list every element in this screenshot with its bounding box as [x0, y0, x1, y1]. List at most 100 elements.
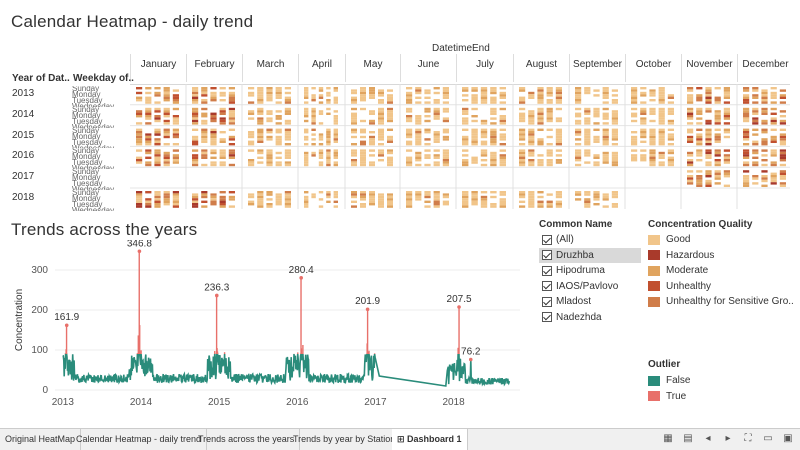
heatmap-cell[interactable]	[387, 205, 393, 208]
heatmap-cell[interactable]	[318, 151, 324, 155]
heatmap-cell[interactable]	[575, 193, 582, 196]
heatmap-cell[interactable]	[687, 175, 694, 178]
heatmap-cell[interactable]	[705, 143, 712, 146]
heatmap-cell[interactable]	[351, 128, 357, 131]
heatmap-cell[interactable]	[369, 161, 375, 164]
heatmap-cell[interactable]	[219, 117, 226, 120]
heatmap-cell[interactable]	[687, 140, 694, 143]
heatmap-cell[interactable]	[499, 94, 506, 97]
heatmap-cell[interactable]	[779, 172, 786, 175]
heatmap-cell[interactable]	[154, 131, 161, 134]
heatmap-cell[interactable]	[326, 131, 331, 134]
heatmap-cell[interactable]	[369, 203, 375, 206]
heatmap-cell[interactable]	[304, 87, 309, 90]
heatmap-cell[interactable]	[658, 161, 665, 164]
heatmap-cell[interactable]	[490, 117, 497, 120]
heatmap-cell[interactable]	[326, 107, 331, 111]
heatmap-cell[interactable]	[145, 101, 152, 104]
heatmap-cell[interactable]	[333, 89, 338, 92]
heatmap-cell[interactable]	[248, 163, 255, 167]
heatmap-cell[interactable]	[743, 154, 750, 157]
heatmap-cell[interactable]	[442, 156, 449, 159]
heatmap-cell[interactable]	[537, 101, 544, 104]
heatmap-cell[interactable]	[378, 117, 384, 120]
heatmap-cell[interactable]	[537, 115, 544, 118]
heatmap-cell[interactable]	[136, 191, 143, 194]
heatmap-cell[interactable]	[584, 131, 591, 134]
heatmap-cell[interactable]	[649, 159, 656, 162]
heatmap-cell[interactable]	[687, 138, 694, 141]
heatmap-cell[interactable]	[248, 140, 255, 143]
heatmap-cell[interactable]	[192, 159, 199, 162]
heatmap-cell[interactable]	[201, 133, 208, 136]
heatmap-cell[interactable]	[210, 87, 217, 90]
heatmap-cell[interactable]	[462, 117, 469, 120]
heatmap-cell[interactable]	[555, 133, 562, 136]
heatmap-cell[interactable]	[406, 191, 413, 194]
heatmap-cell[interactable]	[658, 96, 665, 99]
heatmap-cell[interactable]	[546, 107, 553, 111]
heatmap-cell[interactable]	[714, 119, 721, 123]
heatmap-cell[interactable]	[145, 133, 152, 136]
heatmap-cell[interactable]	[304, 161, 309, 164]
year-label-2015[interactable]: 2015	[12, 129, 35, 141]
heatmap-cell[interactable]	[537, 191, 544, 194]
heatmap-cell[interactable]	[631, 154, 638, 157]
heatmap-cell[interactable]	[145, 143, 152, 146]
heatmap-cell[interactable]	[575, 87, 582, 90]
heatmap-cell[interactable]	[779, 133, 786, 136]
heatmap-cell[interactable]	[471, 195, 478, 199]
heatmap-cell[interactable]	[528, 200, 535, 203]
heatmap-cell[interactable]	[387, 115, 393, 118]
heatmap-cell[interactable]	[631, 101, 638, 104]
heatmap-cell[interactable]	[163, 163, 170, 167]
heatmap-cell[interactable]	[311, 107, 316, 111]
heatmap-cell[interactable]	[326, 140, 331, 143]
heatmap-cell[interactable]	[145, 161, 152, 164]
heatmap-cell[interactable]	[631, 91, 638, 95]
heatmap-cell[interactable]	[471, 107, 478, 111]
heatmap-cell[interactable]	[770, 179, 777, 183]
heatmap-cell[interactable]	[770, 140, 777, 143]
heatmap-cell[interactable]	[424, 91, 431, 95]
heatmap-cell[interactable]	[378, 195, 384, 199]
heatmap-cell[interactable]	[210, 96, 217, 99]
heatmap-cell[interactable]	[602, 133, 609, 136]
checkbox-checked-icon[interactable]	[542, 296, 552, 307]
heatmap-cell[interactable]	[770, 161, 777, 164]
heatmap-cell[interactable]	[687, 110, 694, 113]
heatmap-cell[interactable]	[462, 140, 469, 143]
heatmap-cell[interactable]	[696, 177, 703, 180]
heatmap-cell[interactable]	[406, 87, 413, 90]
heatmap-cell[interactable]	[490, 205, 497, 208]
heatmap-cell[interactable]	[743, 101, 750, 104]
heatmap-cell[interactable]	[326, 133, 331, 136]
heatmap-cell[interactable]	[546, 163, 553, 167]
heatmap-cell[interactable]	[687, 101, 694, 104]
heatmap-cell[interactable]	[284, 163, 291, 167]
heatmap-cell[interactable]	[318, 156, 324, 159]
heatmap-cell[interactable]	[602, 135, 609, 139]
heatmap-cell[interactable]	[761, 149, 768, 152]
heatmap-cell[interactable]	[266, 94, 273, 97]
heatmap-cell[interactable]	[378, 198, 384, 201]
heatmap-cell[interactable]	[640, 133, 647, 136]
heatmap-cell[interactable]	[433, 110, 440, 113]
heatmap-cell[interactable]	[433, 140, 440, 143]
heatmap-cell[interactable]	[723, 87, 730, 90]
heatmap-cell[interactable]	[696, 128, 703, 131]
heatmap-cell[interactable]	[575, 159, 582, 162]
heatmap-cell[interactable]	[519, 191, 526, 194]
heatmap-cell[interactable]	[687, 87, 694, 90]
heatmap-cell[interactable]	[611, 138, 618, 141]
heatmap-cell[interactable]	[284, 128, 291, 131]
heatmap-cell[interactable]	[257, 149, 264, 152]
heatmap-cell[interactable]	[584, 87, 591, 90]
heatmap-cell[interactable]	[480, 94, 488, 97]
heatmap-cell[interactable]	[145, 200, 152, 203]
heatmap-cell[interactable]	[304, 135, 309, 139]
heatmap-cell[interactable]	[387, 156, 393, 159]
heatmap-cell[interactable]	[471, 193, 478, 196]
heatmap-cell[interactable]	[779, 115, 786, 118]
